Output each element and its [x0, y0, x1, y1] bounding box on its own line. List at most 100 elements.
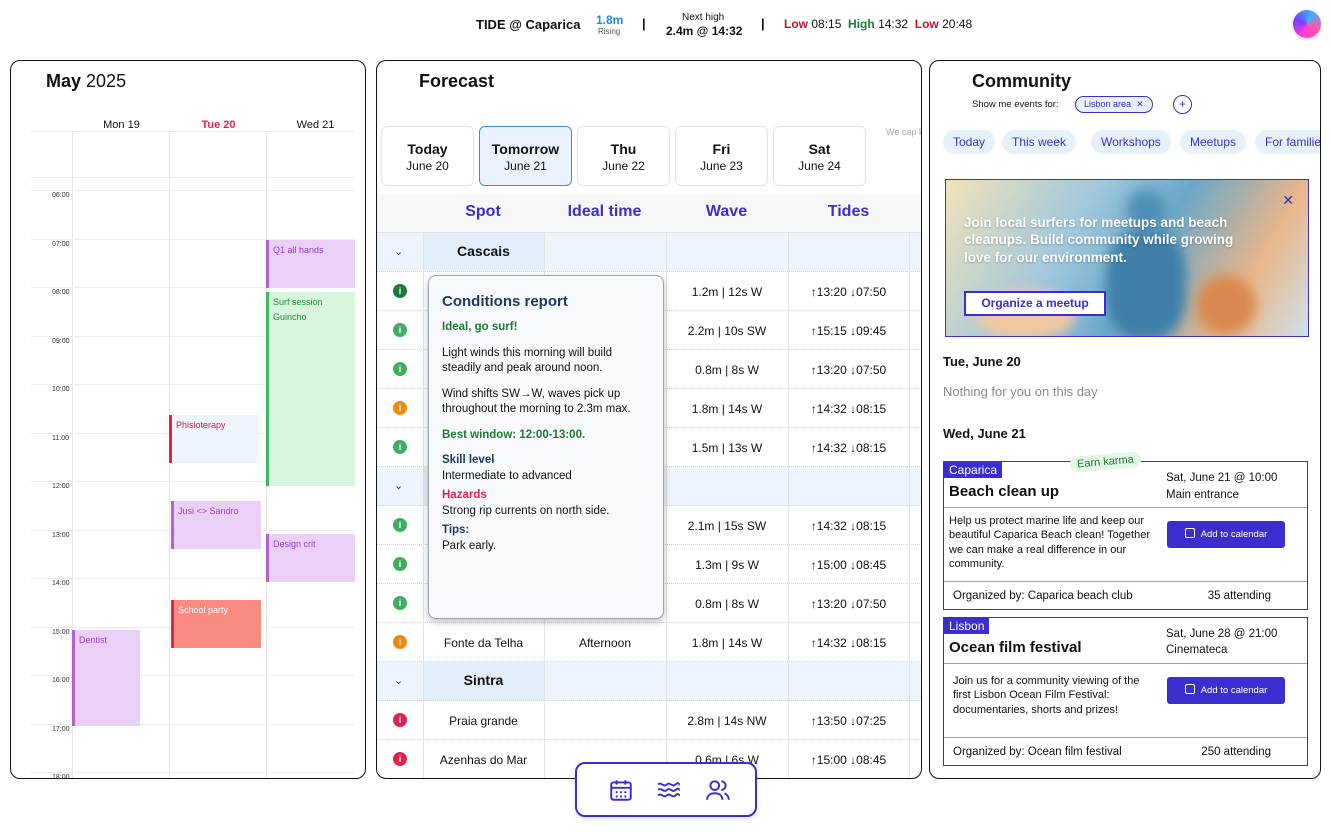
day-tab-name: Tomorrow [491, 141, 560, 157]
event-title: Q1 all hands [273, 245, 324, 255]
chevron-down-icon[interactable]: ⌄ [394, 480, 404, 492]
chip-meetups[interactable]: Meetups [1180, 130, 1247, 154]
event-dentist[interactable]: Dentist [72, 630, 140, 726]
wave-value: 2.1m | 15s SW [687, 519, 767, 533]
event-title: Surf session [273, 297, 323, 307]
event-where: Cinemateca [1166, 644, 1228, 656]
tide-location: TIDE @ Caparica [476, 17, 581, 32]
day-header-today[interactable]: Tue 20 [201, 119, 236, 131]
event-school-party[interactable]: School party [171, 600, 261, 648]
spot-row[interactable]: i Fonte da Telha Afternoon 1.8m | 14s W ↑14:… [377, 623, 921, 662]
month-name: May [46, 71, 82, 91]
tides-value: ↑14:32 ↓08:15 [810, 519, 887, 533]
event-when: Sat, June 28 @ 21:00 [1166, 628, 1278, 640]
chip-today[interactable]: Today [943, 130, 996, 154]
chip-this-week[interactable]: This week [1002, 130, 1077, 154]
tide-kind: High [848, 17, 875, 31]
info-icon[interactable]: i [393, 440, 407, 454]
chip-for-families[interactable]: For families [1255, 130, 1320, 154]
event-design-crit[interactable]: Design crit [266, 534, 355, 582]
add-to-calendar-button[interactable]: Add to calendar [1167, 677, 1285, 704]
event-title: Ocean film festival [949, 639, 1082, 656]
col-wave[interactable]: Wave [705, 203, 748, 220]
spot-row[interactable]: i 0.8m | 8s W ↑13:20 ↓07:50 [377, 584, 921, 623]
community-panel: Community Show me events for: Lisbon are… [929, 60, 1321, 779]
hour-label: 06:00 [52, 192, 70, 199]
hour-gridline [31, 238, 355, 240]
event-attending: 35 attending [1207, 590, 1271, 602]
conditions-report-popup[interactable]: Conditions report Ideal, go surf! Light … [428, 275, 664, 619]
add-to-calendar-button[interactable]: Add to calendar [1167, 521, 1285, 548]
tide-time: 14:32 [878, 17, 909, 31]
add-filter-button[interactable]: + [1173, 95, 1192, 114]
day-tab-date: June 23 [700, 159, 743, 173]
hour-label: 13:00 [52, 531, 70, 539]
info-icon[interactable]: i [393, 284, 407, 298]
event-card[interactable]: Lisbon Ocean film festival Sat, June 28 … [943, 617, 1308, 766]
day-tab-today[interactable]: Today June 20 [381, 126, 474, 186]
calendar-icon[interactable] [608, 777, 634, 803]
info-icon[interactable]: i [393, 518, 407, 532]
wave-value: 1.8m | 14s W [691, 402, 763, 416]
hour-label: 09:00 [52, 337, 70, 345]
event-title: Dentist [79, 635, 108, 645]
tides-value: ↑14:32 ↓08:15 [810, 636, 887, 650]
close-icon[interactable]: ✕ [1282, 192, 1294, 208]
forecast-note: We cap keep pre [886, 127, 921, 137]
info-icon[interactable]: i [393, 752, 407, 766]
info-icon[interactable]: i [393, 557, 407, 571]
info-icon[interactable]: i [393, 362, 407, 376]
spot-row[interactable]: i Praia grande 2.8m | 14s NW ↑13:50 ↓07:25 [377, 701, 921, 740]
day-header[interactable]: Wed 21 [296, 119, 335, 131]
region-group-row[interactable]: ⌄ Sintra [377, 662, 921, 701]
chip-workshops[interactable]: Workshops [1091, 130, 1171, 154]
event-attending: 250 attending [1201, 746, 1271, 758]
day-tab-tomorrow[interactable]: Tomorrow June 21 [479, 126, 572, 186]
event-jusi-sandro[interactable]: Jusi <> Sandro [171, 501, 261, 549]
filter-chip-label: Lisbon area [1084, 99, 1132, 109]
community-icon[interactable] [705, 777, 731, 803]
hour-gridline [31, 335, 355, 337]
region-group-row[interactable]: ⌄ Cascais [377, 233, 921, 272]
info-icon[interactable]: i [393, 323, 407, 337]
event-surf-session[interactable]: Surf session Guincho [266, 292, 355, 486]
info-icon[interactable]: i [393, 635, 407, 649]
day-tab-fri[interactable]: Fri June 23 [675, 126, 768, 186]
tides-value: ↑13:50 ↓07:25 [810, 714, 887, 728]
event-title: Jusi <> Sandro [178, 506, 239, 516]
tide-kind: Low [784, 17, 808, 31]
col-spot[interactable]: Spot [465, 203, 501, 220]
info-icon[interactable]: i [393, 401, 407, 415]
day-tab-thu[interactable]: Thu June 22 [577, 126, 670, 186]
col-ideal-time[interactable]: Ideal time [567, 203, 642, 220]
day-tab-name: Sat [808, 141, 831, 157]
hour-label: 17:00 [52, 725, 70, 733]
tides-value: ↑14:32 ↓08:15 [810, 402, 887, 416]
year: 2025 [86, 71, 127, 91]
app-logo[interactable] [1293, 10, 1321, 38]
bottom-nav-dock [575, 762, 757, 817]
col-tides[interactable]: Tides [827, 203, 870, 220]
organize-meetup-button[interactable]: Organize a meetup [964, 291, 1106, 316]
region-name: Sintra [463, 672, 504, 688]
hour-label: 14:00 [52, 580, 70, 587]
waves-icon[interactable] [656, 777, 682, 803]
chevron-down-icon[interactable]: ⌄ [394, 246, 404, 258]
remove-filter-icon[interactable]: ✕ [1136, 99, 1144, 109]
hour-label: 11:00 [52, 434, 69, 442]
filter-chip-lisbon[interactable]: Lisbon area ✕ [1075, 96, 1153, 113]
event-phisioterapy[interactable]: Phisioterapy [169, 415, 258, 463]
event-q1-all-hands[interactable]: Q1 all hands [266, 240, 355, 288]
add-to-calendar-label: Add to calendar [1200, 685, 1268, 696]
day-tab-sat[interactable]: Sat June 24 [773, 126, 866, 186]
date-heading: Tue, June 20 [943, 354, 1021, 369]
wave-value: 1.3m | 9s W [695, 558, 759, 572]
info-icon[interactable]: i [393, 596, 407, 610]
chevron-down-icon[interactable]: ⌄ [394, 675, 404, 687]
day-header[interactable]: Mon 19 [103, 119, 140, 131]
popup-hazards-value: Strong rip currents on north side. [442, 504, 610, 517]
info-icon[interactable]: i [393, 713, 407, 727]
calendar-add-icon [1184, 684, 1195, 694]
tide-time: 20:48 [942, 17, 973, 31]
event-card[interactable]: Caparica Earn karma Beach clean up Sat, … [943, 450, 1308, 610]
